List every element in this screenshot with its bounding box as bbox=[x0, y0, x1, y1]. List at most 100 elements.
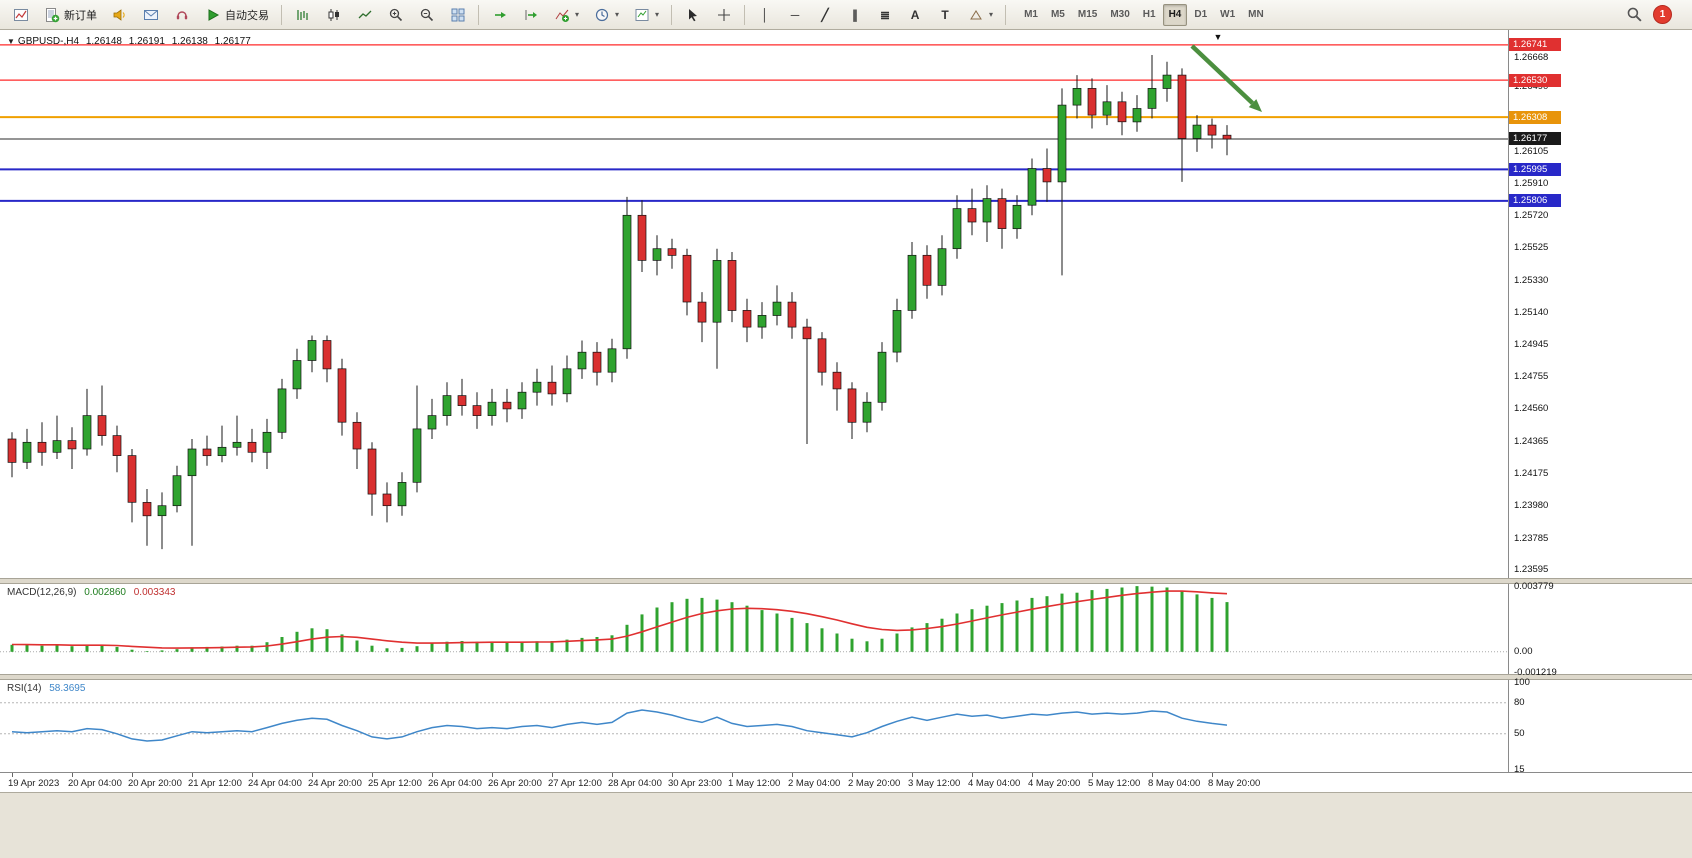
tile-windows-button[interactable] bbox=[443, 2, 472, 28]
price-line-badge: 1.26308 bbox=[1509, 110, 1561, 124]
candle bbox=[487, 401, 497, 416]
price-tick-label: 1.26668 bbox=[1514, 51, 1549, 63]
candle bbox=[652, 248, 662, 261]
indicators-button[interactable]: ▾ bbox=[547, 2, 585, 28]
timeframe-d1-button[interactable]: D1 bbox=[1194, 9, 1208, 20]
time-label: 25 Apr 12:00 bbox=[368, 778, 422, 789]
rsi-axis[interactable]: 100 80 50 15 bbox=[1510, 676, 1692, 776]
line-chart-button[interactable] bbox=[350, 2, 379, 28]
price-line-badge: 1.25806 bbox=[1509, 194, 1561, 208]
auto-scroll-icon bbox=[491, 6, 508, 23]
price-tick-label: 1.25525 bbox=[1514, 242, 1549, 254]
cursor-button[interactable] bbox=[678, 2, 707, 28]
candle bbox=[292, 360, 302, 390]
label-tool-button[interactable]: T bbox=[931, 2, 959, 28]
time-axis[interactable]: 19 Apr 2023 20 Apr 04:00 20 Apr 20:00 21 Ap… bbox=[0, 772, 1692, 792]
candle bbox=[667, 248, 677, 256]
timeframe-m5-button[interactable]: M5 bbox=[1050, 9, 1065, 20]
search-icon[interactable] bbox=[1626, 6, 1643, 23]
symbol-timeframe-label: GBPUSD-,H4 bbox=[17, 36, 80, 47]
time-label: 26 Apr 04:00 bbox=[428, 778, 482, 789]
new-order-icon bbox=[43, 6, 60, 23]
rsi-tick-label: 100 bbox=[1514, 676, 1530, 688]
crosshair-button[interactable] bbox=[709, 2, 738, 28]
candle bbox=[67, 440, 77, 450]
vertical-line-tool-button[interactable]: │ bbox=[751, 2, 779, 28]
zoom-in-icon bbox=[387, 6, 404, 23]
trend-arrow[interactable] bbox=[1190, 44, 1255, 105]
candle bbox=[112, 435, 122, 456]
time-label: 28 Apr 04:00 bbox=[608, 778, 662, 789]
time-tick bbox=[732, 773, 733, 777]
shapes-tool-button[interactable]: ▾ bbox=[961, 2, 999, 28]
new-chart-button[interactable] bbox=[6, 2, 35, 28]
rsi-panel[interactable] bbox=[0, 680, 1508, 772]
text-tool-button[interactable]: A bbox=[901, 2, 929, 28]
timeframe-h4-button[interactable]: H4 bbox=[1162, 3, 1188, 26]
periods-button[interactable]: ▾ bbox=[587, 2, 625, 28]
candle bbox=[1162, 74, 1172, 89]
timeframe-m1-button[interactable]: M1 bbox=[1024, 9, 1038, 20]
timeframe-mn-button[interactable]: MN bbox=[1248, 9, 1264, 20]
panel-separator[interactable] bbox=[0, 674, 1692, 680]
chevron-down-icon: ▾ bbox=[615, 10, 620, 19]
candle bbox=[1042, 168, 1052, 183]
timeframe-group: M1 M5 M15 M30 H1 H4 D1 W1 MN bbox=[1018, 3, 1270, 26]
timeframe-m15-button[interactable]: M15 bbox=[1077, 9, 1098, 20]
macd-panel[interactable] bbox=[0, 584, 1508, 674]
time-label: 1 May 12:00 bbox=[728, 778, 781, 789]
shapes-icon bbox=[967, 6, 984, 23]
candle bbox=[427, 415, 437, 430]
candle bbox=[502, 401, 512, 410]
time-tick bbox=[492, 773, 493, 777]
time-label: 24 Apr 04:00 bbox=[248, 778, 302, 789]
bar-chart-button[interactable] bbox=[288, 2, 317, 28]
fibonacci-tool-button[interactable]: ≣ bbox=[871, 2, 899, 28]
candle bbox=[907, 254, 917, 311]
timeframe-m30-button[interactable]: M30 bbox=[1110, 9, 1130, 20]
price-axis[interactable]: 1.26668 1.26490 1.26105 1.25910 1.25720 1.255… bbox=[1509, 30, 1692, 578]
line-chart-icon bbox=[356, 6, 373, 23]
news-button[interactable] bbox=[136, 2, 165, 28]
zoom-in-button[interactable] bbox=[381, 2, 410, 28]
candle bbox=[727, 260, 737, 311]
horizontal-line-tool-button[interactable]: ─ bbox=[781, 2, 809, 28]
auto-scroll-button[interactable] bbox=[485, 2, 514, 28]
channel-tool-button[interactable]: ∥ bbox=[841, 2, 869, 28]
candlestick-chart-button[interactable] bbox=[319, 2, 348, 28]
candle bbox=[1117, 101, 1127, 123]
candle bbox=[637, 214, 647, 261]
sound-button[interactable] bbox=[105, 2, 134, 28]
notification-badge[interactable]: 1 bbox=[1653, 5, 1672, 24]
candle bbox=[1192, 124, 1202, 139]
rsi-name: RSI(14) bbox=[7, 683, 42, 694]
candle bbox=[532, 381, 542, 393]
time-tick bbox=[132, 773, 133, 777]
candle bbox=[742, 310, 752, 328]
candle bbox=[997, 198, 1007, 229]
trendline-tool-button[interactable]: ╱ bbox=[811, 2, 839, 28]
templates-button[interactable]: ▾ bbox=[627, 2, 665, 28]
macd-tick-label: -0.001219 bbox=[1514, 667, 1557, 679]
price-tick-label: 1.23785 bbox=[1514, 532, 1549, 544]
fibonacci-icon: ≣ bbox=[880, 7, 891, 22]
macd-axis[interactable]: 0.003779 0.00 -0.001219 bbox=[1510, 581, 1692, 679]
panel-separator[interactable] bbox=[0, 578, 1692, 584]
price-line-badge: 1.26741 bbox=[1509, 38, 1561, 52]
trendline-icon: ╱ bbox=[821, 7, 829, 22]
community-button[interactable] bbox=[167, 2, 196, 28]
chart-shift-button[interactable] bbox=[516, 2, 545, 28]
candle bbox=[1207, 124, 1217, 136]
price-line-badge: 1.26530 bbox=[1509, 73, 1561, 87]
toolbar-separator bbox=[671, 4, 673, 25]
label-tool-icon: T bbox=[941, 7, 949, 22]
new-order-button[interactable]: 新订单 bbox=[37, 2, 103, 28]
autotrade-button[interactable]: 自动交易 bbox=[198, 2, 275, 28]
price-tick-label: 1.25910 bbox=[1514, 178, 1549, 190]
zoom-out-button[interactable] bbox=[412, 2, 441, 28]
time-tick bbox=[792, 773, 793, 777]
main-chart[interactable]: ▼ bbox=[0, 30, 1508, 578]
timeframe-h1-button[interactable]: H1 bbox=[1142, 9, 1156, 20]
timeframe-w1-button[interactable]: W1 bbox=[1220, 9, 1236, 20]
candlestick-chart-icon bbox=[325, 6, 342, 23]
